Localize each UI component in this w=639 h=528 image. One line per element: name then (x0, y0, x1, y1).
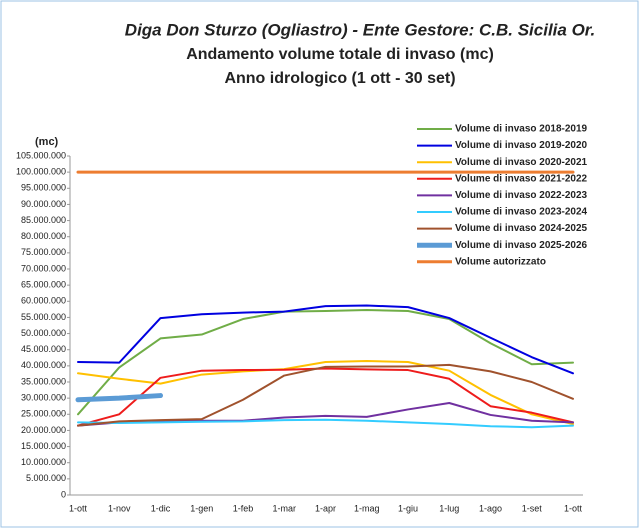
y-tick-label: 105.000.000 (16, 150, 66, 160)
y-tick-label: 100.000.000 (16, 167, 66, 177)
x-tick-label: 1-feb (233, 503, 254, 513)
y-tick-label: 80.000.000 (21, 231, 66, 241)
y-tick-label: 0 (61, 489, 66, 499)
series-line (77, 363, 574, 427)
legend-label: Volume di invaso 2024-2025 (455, 223, 588, 234)
y-axis-label: (mc) (35, 136, 59, 148)
y-tick-label: 90.000.000 (21, 199, 66, 209)
y-tick-label: 95.000.000 (21, 183, 66, 193)
y-tick-label: 60.000.000 (21, 296, 66, 306)
y-tick-label: 40.000.000 (21, 360, 66, 370)
legend-label: Volume di invaso 2020-2021 (455, 157, 588, 168)
chart-title: Diga Don Sturzo (Ogliastro) - Ente Gesto… (125, 20, 595, 39)
legend-label: Volume di invaso 2025-2026 (455, 240, 588, 251)
y-tick-label: 20.000.000 (21, 425, 66, 435)
x-tick-label: 1-apr (315, 503, 336, 513)
y-tick-label: 30.000.000 (21, 393, 66, 403)
y-tick-label: 45.000.000 (21, 344, 66, 354)
legend-label: Volume di invaso 2019-2020 (455, 140, 588, 151)
series-line (77, 418, 574, 429)
chart-subtitle: Anno idrologico (1 ott - 30 set) (224, 70, 455, 87)
series-line (77, 360, 574, 425)
y-tick-label: 5.000.000 (26, 473, 66, 483)
x-tick-label: 1-gen (190, 503, 213, 513)
legend-label: Volume di invaso 2023-2024 (455, 207, 588, 218)
series-line (77, 309, 574, 416)
series-line (77, 304, 574, 375)
x-tick-label: 1-dic (151, 503, 171, 513)
x-tick-label: 1-ago (479, 503, 502, 513)
legend-label: Volume di invaso 2022-2023 (455, 190, 588, 201)
series-line (77, 367, 574, 427)
y-tick-label: 55.000.000 (21, 312, 66, 322)
y-tick-label: 65.000.000 (21, 280, 66, 290)
series-line (75, 393, 163, 403)
legend-label: Volume di invaso 2021-2022 (455, 173, 588, 184)
y-tick-label: 85.000.000 (21, 215, 66, 225)
y-tick-label: 25.000.000 (21, 409, 66, 419)
y-tick-label: 10.000.000 (21, 457, 66, 467)
legend-label: Volume autorizzato (455, 256, 546, 267)
y-tick-label: 50.000.000 (21, 328, 66, 338)
legend-label: Volume di invaso 2018-2019 (455, 124, 588, 135)
x-tick-label: 1-ott (69, 503, 88, 513)
y-tick-label: 70.000.000 (21, 263, 66, 273)
x-tick-label: 1-lug (439, 503, 459, 513)
x-tick-label: 1-giu (398, 503, 418, 513)
y-tick-label: 35.000.000 (21, 376, 66, 386)
y-tick-label: 15.000.000 (21, 441, 66, 451)
chart-subtitle: Andamento volume totale di invaso (mc) (186, 46, 494, 63)
x-tick-label: 1-ott (564, 503, 583, 513)
x-tick-label: 1-nov (108, 503, 131, 513)
x-tick-label: 1-mar (272, 503, 296, 513)
x-tick-label: 1-set (522, 503, 543, 513)
y-tick-label: 75.000.000 (21, 247, 66, 257)
x-tick-label: 1-mag (354, 503, 380, 513)
